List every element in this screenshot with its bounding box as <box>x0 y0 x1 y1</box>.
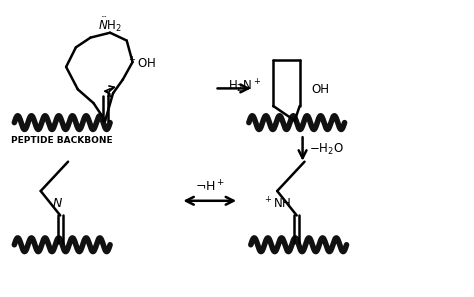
Text: H$_2$N$^+$: H$_2$N$^+$ <box>228 78 261 95</box>
Text: N: N <box>53 197 62 210</box>
Text: $\neg$H$^+$: $\neg$H$^+$ <box>195 179 225 195</box>
Text: $^+$NH: $^+$NH <box>263 196 292 211</box>
Text: $^+$OH: $^+$OH <box>127 56 156 72</box>
Text: $\ddot{N}$H$_2$: $\ddot{N}$H$_2$ <box>98 16 122 34</box>
Text: OH: OH <box>311 83 329 96</box>
Text: PEPTIDE BACKBONE: PEPTIDE BACKBONE <box>11 136 113 145</box>
Text: $-$H$_2$O: $-$H$_2$O <box>310 141 345 157</box>
